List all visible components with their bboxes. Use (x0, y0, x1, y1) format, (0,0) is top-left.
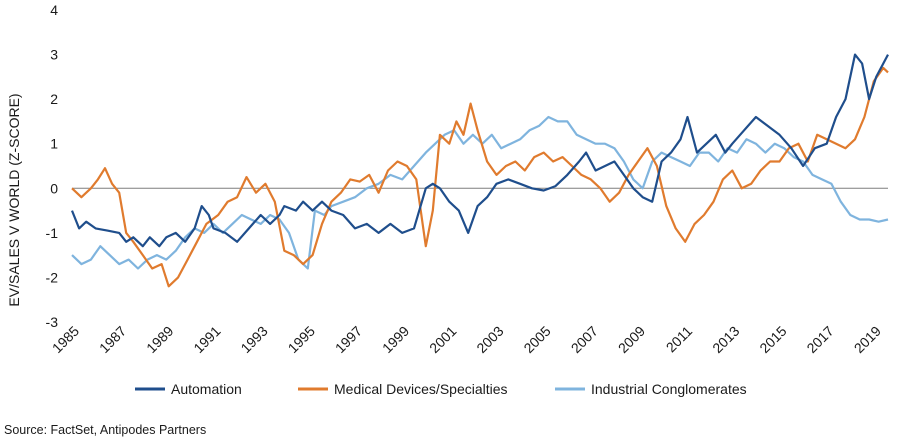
x-tick-label: 2005 (520, 323, 553, 356)
legend-label: Automation (171, 381, 242, 397)
y-axis-label: EV/SALES V WORLD (Z-SCORE) (6, 93, 22, 306)
x-tick-label: 1997 (332, 323, 365, 356)
series-layer (70, 53, 889, 288)
x-tick-label: 1999 (379, 323, 412, 356)
y-tick-label: -2 (46, 269, 59, 285)
x-tick-label: 2007 (568, 323, 601, 356)
x-tick-label: 2019 (851, 323, 884, 356)
legend-label: Industrial Conglomerates (591, 381, 747, 397)
series-line-1 (71, 66, 889, 288)
x-tick-label: 2017 (803, 323, 836, 356)
y-tick-label: 1 (50, 136, 58, 152)
x-tick-label: 1989 (143, 323, 176, 356)
source-note: Source: FactSet, Antipodes Partners (4, 423, 207, 437)
x-tick-label: 2013 (709, 323, 742, 356)
x-tick-label: 1995 (285, 323, 318, 356)
y-axis: -3 -2 -1 0 1 2 3 4 (46, 2, 888, 330)
x-tick-label: 2015 (756, 323, 789, 356)
x-tick-label: 1993 (237, 323, 270, 356)
series-line-0 (70, 53, 889, 248)
y-tick-label: -3 (46, 314, 59, 330)
y-tick-label: -1 (46, 225, 59, 241)
y-tick-label: 4 (50, 2, 58, 18)
x-tick-label: 2003 (473, 323, 506, 356)
x-axis: 1985 1987 1989 1991 1993 1995 1997 1999 2001 2003… (49, 323, 884, 356)
x-tick-label: 2009 (615, 323, 648, 356)
x-tick-label: 2011 (663, 323, 696, 356)
y-tick-label: 0 (50, 180, 58, 196)
x-tick-label: 2001 (426, 323, 459, 356)
x-tick-label: 1991 (190, 323, 223, 356)
x-tick-label: 1987 (96, 323, 129, 356)
legend: Automation Medical Devices/Specialties Ind… (135, 381, 747, 397)
y-tick-label: 3 (50, 47, 58, 63)
y-tick-label: 2 (50, 91, 58, 107)
legend-label: Medical Devices/Specialties (334, 381, 508, 397)
series-line-2 (71, 115, 889, 270)
